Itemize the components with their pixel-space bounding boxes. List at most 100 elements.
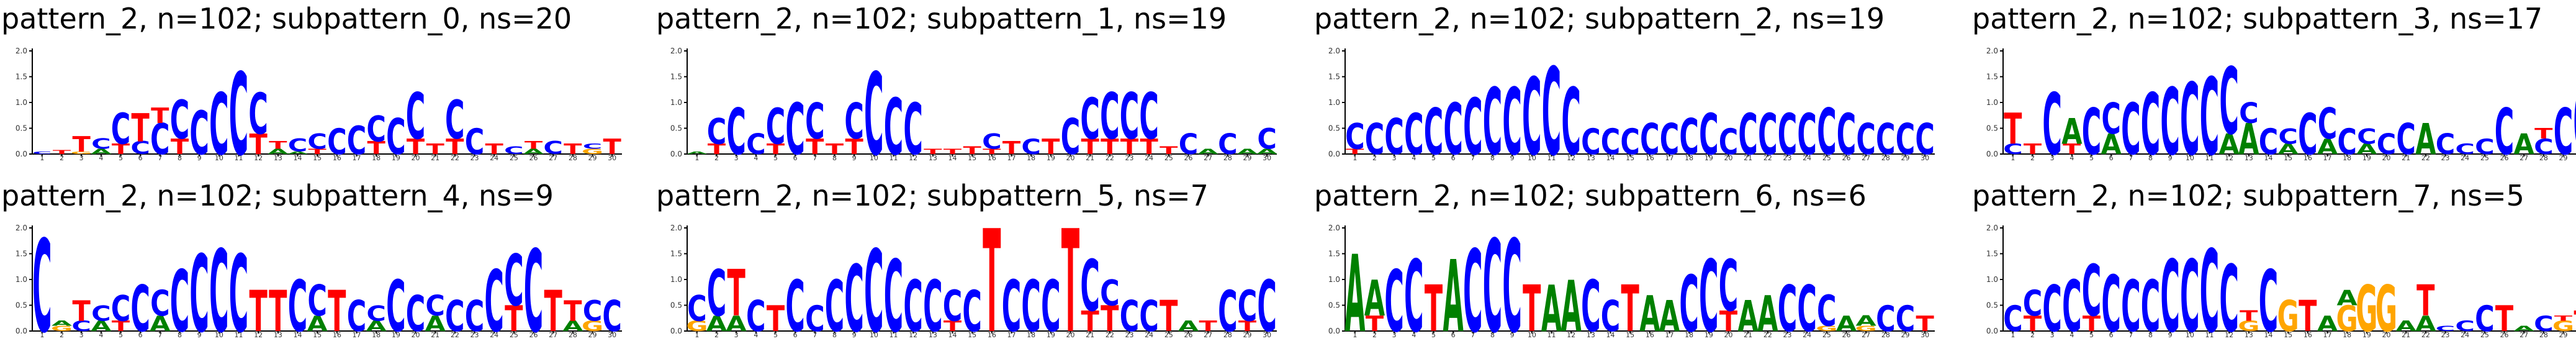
logo-letter-C: C [2023, 283, 2043, 324]
logo-letter-T: T [2495, 298, 2514, 340]
logo-letter-A: A [1257, 148, 1278, 156]
x-tick-label: 18 [1027, 154, 1035, 162]
x-tick-label: 16 [2304, 154, 2312, 162]
x-tick-label: 26 [529, 154, 538, 162]
logo-letter-C: C [327, 121, 347, 163]
x-tick-label: 10 [870, 331, 878, 339]
logo-letter-G: G [2356, 272, 2377, 347]
logo-letter-C: C [1738, 102, 1758, 168]
x-tick-label: 27 [2520, 331, 2528, 339]
x-tick-label: 27 [1862, 331, 1870, 339]
logo-letter-G: G [1816, 325, 1837, 333]
y-tick-label: 1.5 [1328, 250, 1340, 258]
logo-letter-C: C [1581, 121, 1601, 163]
x-tick-label: 13 [929, 154, 937, 162]
logo-panel-2: pattern_2, n=102; subpattern_2, ns=19 0.0… [1314, 2, 1935, 183]
logo-letter-T: T [505, 298, 523, 340]
logo-letter-T: T [1916, 312, 1935, 337]
x-tick-label: 8 [178, 331, 182, 339]
logo-title: pattern_2, n=102; subpattern_1, ns=19 [656, 2, 1227, 35]
x-tick-label: 30 [1921, 331, 1929, 339]
x-tick-label: 24 [1145, 154, 1153, 162]
logo-letter-C: C [1483, 213, 1503, 354]
x-tick-label: 26 [1184, 154, 1193, 162]
logo-title: pattern_2, n=102; subpattern_2, ns=19 [1314, 2, 1885, 35]
logo-letter-T: T [250, 279, 268, 345]
x-tick-label: 22 [1106, 331, 1114, 339]
logo-letter-C: C [1778, 272, 1798, 347]
logo-letter-C: C [2003, 141, 2023, 157]
x-tick-label: 25 [1822, 331, 1831, 339]
x-tick-label: 12 [909, 154, 917, 162]
logo-letter-C: C [1041, 266, 1061, 348]
logo-letter-C: C [1640, 116, 1660, 165]
logo-letter-C: C [844, 94, 864, 151]
x-tick-label: 30 [1921, 154, 1929, 162]
x-tick-label: 9 [197, 331, 202, 339]
logo-letter-C: C [1345, 116, 1365, 158]
x-tick-label: 19 [2362, 331, 2371, 339]
y-tick-label: 0.0 [670, 150, 682, 158]
y-tick-label: 1.5 [1986, 250, 1998, 258]
logo-letter-C: C [583, 143, 603, 151]
logo-letter-T: T [112, 318, 130, 334]
logo-letter-C: C [2200, 227, 2220, 354]
logo-letter-G: G [71, 151, 92, 155]
x-tick-label: 7 [158, 154, 162, 162]
logo-letter-C: C [687, 288, 707, 329]
logo-letter-C: C [504, 240, 524, 322]
logo-letter-T: T [2240, 308, 2258, 324]
x-tick-label: 2 [2030, 154, 2035, 162]
logo-letter-A: A [52, 320, 73, 328]
x-tick-label: 13 [274, 154, 282, 162]
logo-letter-C: C [484, 252, 504, 351]
x-tick-label: 17 [1007, 154, 1016, 162]
logo-letter-C: C [2436, 129, 2456, 161]
logo-letter-A: A [91, 318, 112, 334]
x-tick-label: 30 [1263, 154, 1271, 162]
x-tick-label: 25 [2480, 331, 2489, 339]
x-tick-label: 6 [793, 331, 798, 339]
logo-letter-A: A [1659, 293, 1680, 342]
logo-letter-T: T [924, 148, 942, 156]
x-tick-label: 21 [1086, 154, 1094, 162]
logo-letter-C: C [1002, 266, 1022, 348]
logo-letter-T: T [1042, 135, 1060, 160]
logo-letter-C: C [962, 279, 982, 345]
logo-letter-C: C [1601, 293, 1621, 342]
x-tick-label: 3 [2050, 331, 2055, 339]
logo-letter-C: C [1817, 287, 1837, 336]
x-tick-label: 3 [734, 331, 739, 339]
logo-letter-C: C [1896, 298, 1916, 340]
logo-panel-1: pattern_2, n=102; subpattern_1, ns=19 0.0… [656, 2, 1278, 181]
logo-letter-T: T [845, 135, 864, 160]
x-tick-label: 22 [1763, 154, 1772, 162]
logo-letter-C: C [2160, 69, 2180, 176]
x-tick-label: 12 [254, 331, 263, 339]
logo-letter-C: C [130, 137, 150, 158]
logo-letter-C: C [2160, 240, 2180, 354]
x-tick-label: 20 [1066, 331, 1075, 339]
x-tick-label: 5 [773, 154, 778, 162]
x-tick-label: 15 [968, 331, 976, 339]
x-tick-label: 22 [1106, 154, 1114, 162]
x-tick-label: 12 [1567, 331, 1575, 339]
x-tick-label: 23 [471, 154, 479, 162]
x-tick-label: 5 [1431, 331, 1436, 339]
x-tick-label: 13 [2245, 331, 2253, 339]
logo-letter-A: A [2415, 312, 2436, 337]
logo-letter-C: C [1778, 102, 1798, 168]
logo-letter-A: A [1856, 313, 1877, 329]
logo-letter-A: A [687, 151, 708, 155]
x-tick-label: 10 [215, 154, 223, 162]
x-tick-label: 8 [2148, 331, 2153, 339]
x-tick-label: 5 [2089, 154, 2094, 162]
logo-letter-A: A [2317, 135, 2338, 160]
logo-letter-C: C [1120, 79, 1140, 154]
logo-letter-C: C [2475, 135, 2495, 160]
x-tick-label: 10 [2186, 331, 2194, 339]
x-tick-label: 27 [1204, 331, 1212, 339]
logo-letter-C: C [1876, 298, 1896, 340]
logo-letter-T: T [1160, 293, 1178, 342]
